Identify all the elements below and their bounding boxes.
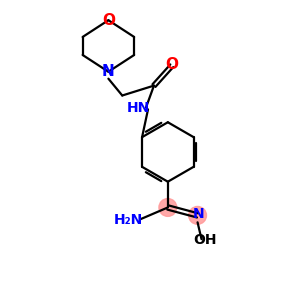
Circle shape [189, 206, 206, 224]
Text: N: N [193, 207, 204, 221]
Text: OH: OH [194, 233, 217, 247]
Text: N: N [102, 64, 115, 79]
Text: H₂N: H₂N [114, 213, 143, 227]
Circle shape [159, 199, 177, 216]
Text: O: O [102, 13, 115, 28]
Text: HN: HN [127, 101, 150, 116]
Text: O: O [165, 57, 178, 72]
